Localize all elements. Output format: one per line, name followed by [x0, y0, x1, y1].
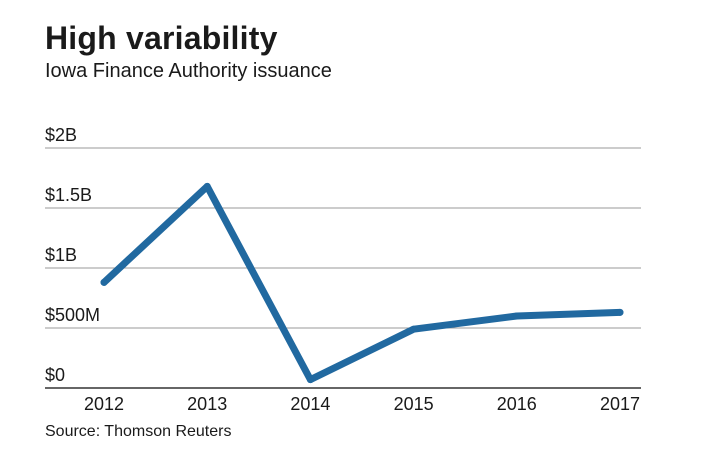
series-line: [100, 182, 624, 384]
data-point: [203, 182, 211, 190]
y-tick-label: $500M: [45, 305, 100, 325]
source-note: Source: Thomson Reuters: [45, 423, 232, 440]
chart-subtitle: Iowa Finance Authority issuance: [45, 60, 332, 82]
data-point: [306, 376, 314, 384]
data-point: [100, 278, 108, 286]
data-point: [513, 312, 521, 320]
x-tick-label: 2017: [600, 394, 640, 414]
y-tick-label: $0: [45, 365, 65, 385]
y-tick-label: $2B: [45, 125, 77, 145]
y-tick-label: $1B: [45, 245, 77, 265]
data-point: [616, 308, 624, 316]
x-tick-label: 2013: [187, 394, 227, 414]
data-point: [410, 325, 418, 333]
chart-title: High variability: [45, 20, 278, 56]
x-tick-label: 2016: [497, 394, 537, 414]
x-tick-label: 2012: [84, 394, 124, 414]
x-tick-label: 2015: [394, 394, 434, 414]
x-tick-label: 2014: [290, 394, 330, 414]
y-tick-label: $1.5B: [45, 185, 92, 205]
